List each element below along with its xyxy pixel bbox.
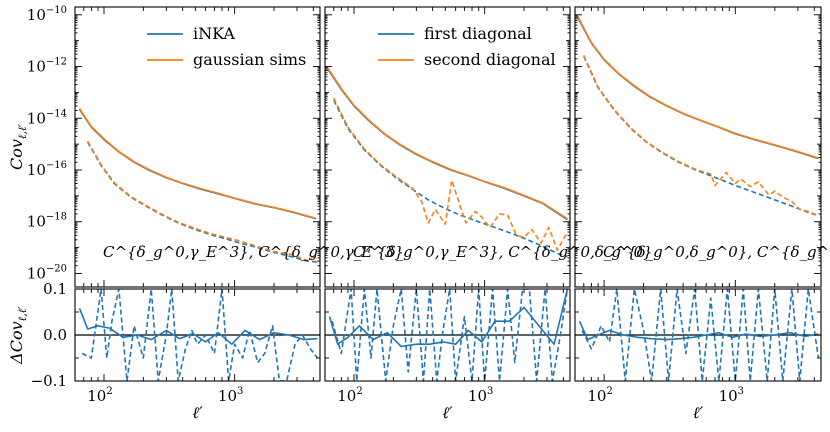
series-line-dashed-1 xyxy=(581,289,820,381)
top-y-axis-label: Covℓ,ℓ′ xyxy=(7,123,29,170)
x-tick-label: 102 xyxy=(337,386,362,405)
panel-bottom-middle: 102 103 ℓ′ xyxy=(324,288,571,422)
series-line-solid-0 xyxy=(78,308,318,345)
x-tick-label: 102 xyxy=(87,386,112,405)
series-line-solid-0 xyxy=(326,67,568,221)
legend-label: second diagonal xyxy=(424,50,556,69)
legend-label: iNKA xyxy=(193,24,235,43)
series-line-solid-0 xyxy=(576,15,819,160)
series-line-dashed-2 xyxy=(333,99,568,258)
x-axis-label: ℓ′ xyxy=(442,403,453,422)
x-tick-label: 102 xyxy=(587,386,612,405)
legend-label: first diagonal xyxy=(424,24,532,43)
y-tick-label: 10−14 xyxy=(27,108,67,127)
series-line-solid-1 xyxy=(326,66,568,220)
series-line-solid-1 xyxy=(576,14,819,159)
x-axis-label: ℓ′ xyxy=(693,403,704,422)
series-line-solid-0 xyxy=(78,108,317,220)
series-line-solid-0 xyxy=(328,289,569,348)
x-tick-label: 103 xyxy=(468,386,493,405)
plot-area xyxy=(75,289,320,381)
series-line-dashed-2 xyxy=(583,55,819,217)
panel-top-left: 10−10 10−12 10−14 10−16 10−18 10−20 iNKA gaussi… xyxy=(27,5,404,288)
y-tick-label: 10−10 xyxy=(27,5,67,24)
series-line-solid-0 xyxy=(578,320,819,341)
panel-bottom-right: 102 103 ℓ′ xyxy=(574,288,822,422)
series-line-dashed-3 xyxy=(583,55,819,217)
panel-top-right: C^{δ_g^0,δ_g^0}, C^{δ_g^0,δ_g^0} xyxy=(574,6,830,288)
y-tick-label: 10−16 xyxy=(27,160,67,179)
y-tick-label: 10−12 xyxy=(27,57,67,76)
series-line-dashed-3 xyxy=(86,140,319,264)
y-tick-label: 0.1 xyxy=(43,280,67,298)
y-tick-label: −0.1 xyxy=(31,372,67,390)
x-axis-label: ℓ′ xyxy=(192,403,203,422)
series-line-dashed-3 xyxy=(333,97,569,251)
panel-annotation: C^{δ_g^0,δ_g^0}, C^{δ_g^0,δ_g^0} xyxy=(603,243,830,261)
series-line-solid-1 xyxy=(78,107,317,220)
plot-area xyxy=(78,107,319,264)
y-tick-label: 10−18 xyxy=(27,212,67,231)
x-tick-label: 103 xyxy=(719,386,744,405)
bottom-y-axis-label: ΔCovℓ,ℓ′ xyxy=(7,306,29,365)
plot-area xyxy=(326,66,569,258)
y-tick-label: 10−20 xyxy=(27,263,67,282)
x-tick-label: 103 xyxy=(218,386,243,405)
plot-area xyxy=(576,14,819,217)
plot-area xyxy=(575,289,821,381)
plot-area xyxy=(325,289,570,381)
legend-label: gaussian sims xyxy=(193,50,306,69)
series-line-dashed-1 xyxy=(81,289,319,381)
panel-bottom-left: 0.1 0.0 −0.1 102 103 ℓ′ xyxy=(31,280,321,422)
y-tick-label: 0.0 xyxy=(43,326,67,344)
